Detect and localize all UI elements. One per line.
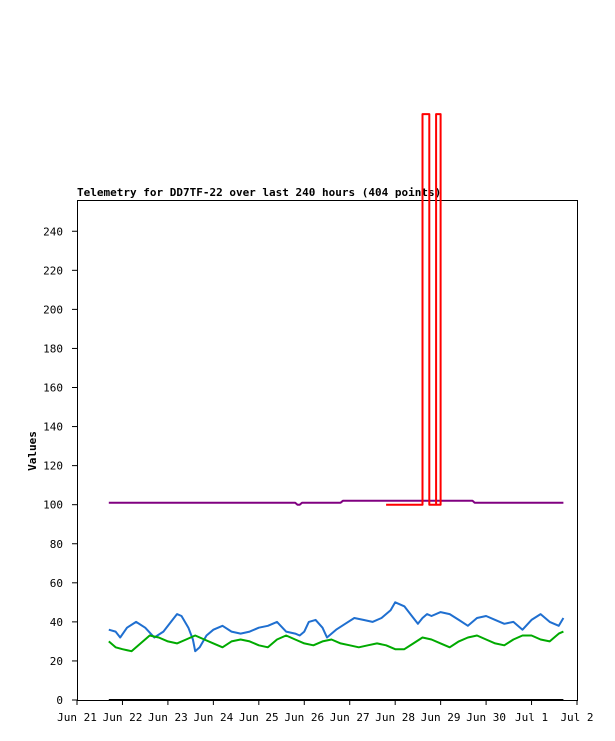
y-tick-label: 180 <box>43 342 63 355</box>
series-layer <box>108 113 565 701</box>
x-tick-label: Jun 28 <box>375 711 415 724</box>
y-tick-label: 140 <box>43 421 63 434</box>
x-tick-label: Jun 22 <box>103 711 143 724</box>
y-axis: 0 20 40 60 80 100 120 140 160 180 200 220 240 <box>43 225 77 707</box>
x-tick-label: Jul 1 <box>515 711 548 724</box>
y-tick-label: 40 <box>50 616 63 629</box>
x-tick-label: Jun 21 <box>57 711 97 724</box>
series-line-4 <box>108 630 564 653</box>
y-tick-label: 20 <box>50 655 63 668</box>
x-tick-label: Jun 30 <box>466 711 506 724</box>
chart-title: Telemetry for DD7TF-22 over last 240 hou… <box>77 186 441 199</box>
x-tick-label: Jun 29 <box>421 711 461 724</box>
y-tick-label: 100 <box>43 499 63 512</box>
x-tick-label: Jun 26 <box>284 711 324 724</box>
series-line-3 <box>108 601 565 653</box>
x-tick-label: Jun 23 <box>148 711 188 724</box>
x-tick-label: Jun 24 <box>193 711 233 724</box>
series-line-1 <box>108 499 564 506</box>
x-tick-label: Jul 2 <box>560 711 593 724</box>
y-tick-label: 0 <box>56 694 63 707</box>
x-tick-label: Jun 25 <box>239 711 279 724</box>
y-axis-label: Values <box>26 431 39 471</box>
y-tick-label: 220 <box>43 264 63 277</box>
y-tick-label: 200 <box>43 303 63 316</box>
x-tick-label: Jun 27 <box>330 711 370 724</box>
x-axis: Jun 21 Jun 22 Jun 23 Jun 24 Jun 25 Jun 26 Jun … <box>57 700 594 724</box>
y-tick-label: 60 <box>50 577 63 590</box>
series-line-2 <box>386 113 442 506</box>
y-tick-label: 160 <box>43 382 63 395</box>
y-tick-label: 240 <box>43 225 63 238</box>
y-tick-label: 120 <box>43 460 63 473</box>
plot-frame <box>77 200 578 701</box>
y-tick-label: 80 <box>50 538 63 551</box>
